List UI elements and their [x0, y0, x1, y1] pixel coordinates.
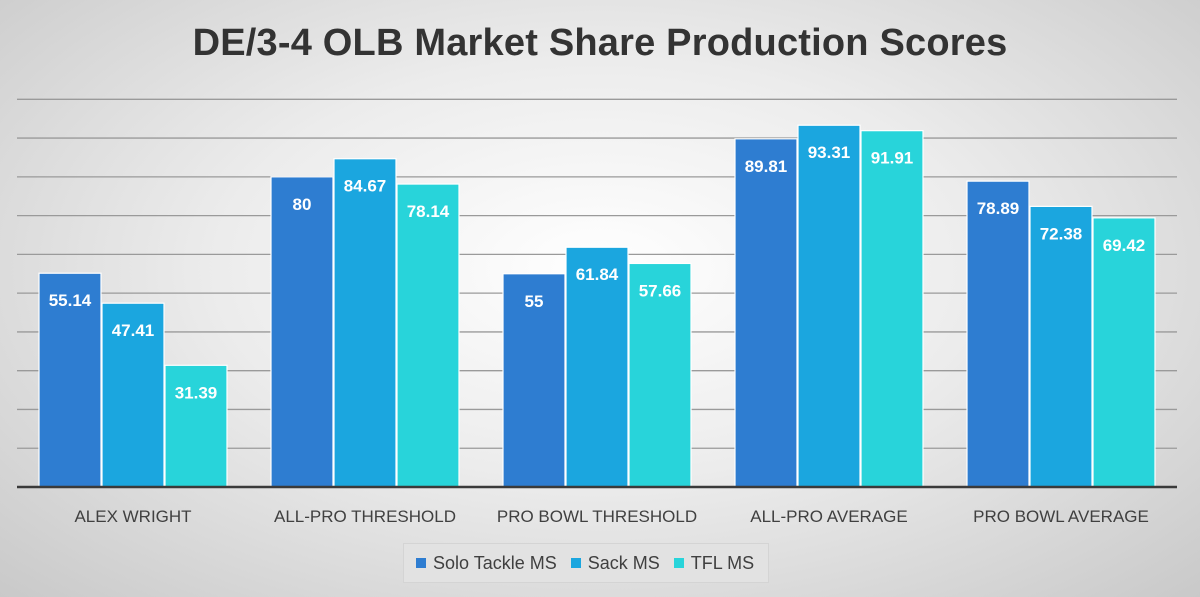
data-label: 72.38 — [1040, 224, 1083, 243]
data-label: 57.66 — [639, 281, 682, 300]
category-label: ALEX WRIGHT — [74, 507, 191, 526]
data-label: 78.14 — [407, 202, 450, 221]
data-label: 93.31 — [808, 143, 851, 162]
data-label: 47.41 — [112, 321, 155, 340]
category-label: PRO BOWL THRESHOLD — [497, 507, 697, 526]
data-label: 78.89 — [977, 199, 1020, 218]
bar — [271, 177, 333, 487]
bar — [861, 131, 923, 487]
legend: Solo Tackle MS Sack MS TFL MS — [403, 543, 769, 583]
data-label: 69.42 — [1103, 236, 1146, 255]
data-label: 55.14 — [49, 291, 92, 310]
legend-label: Solo Tackle MS — [433, 553, 557, 574]
legend-swatch — [416, 558, 426, 568]
category-label: ALL-PRO THRESHOLD — [274, 507, 456, 526]
bar-group: 78.89 72.38 69.42 — [967, 181, 1155, 487]
bar — [1030, 206, 1092, 487]
data-label: 31.39 — [175, 383, 218, 402]
legend-swatch — [571, 558, 581, 568]
bar — [397, 184, 459, 487]
legend-label: TFL MS — [691, 553, 754, 574]
category-label: ALL-PRO AVERAGE — [750, 507, 907, 526]
bar-group: 89.81 93.31 91.91 — [735, 125, 923, 487]
category-label: PRO BOWL AVERAGE — [973, 507, 1149, 526]
bar-group: 80 84.67 78.14 — [271, 159, 459, 487]
bar — [967, 181, 1029, 487]
legend-item: TFL MS — [674, 553, 754, 574]
data-label: 89.81 — [745, 157, 788, 176]
data-label: 61.84 — [576, 265, 619, 284]
bar — [735, 139, 797, 487]
bar — [798, 125, 860, 487]
legend-item: Solo Tackle MS — [416, 553, 557, 574]
legend-swatch — [674, 558, 684, 568]
bar-group: 55.14 47.41 31.39 — [39, 273, 227, 487]
legend-item: Sack MS — [571, 553, 660, 574]
bar — [334, 159, 396, 487]
data-label: 84.67 — [344, 177, 387, 196]
bar — [1093, 218, 1155, 487]
data-label: 80 — [293, 195, 312, 214]
data-label: 91.91 — [871, 149, 914, 168]
bar-group: 55 61.84 57.66 — [503, 247, 691, 487]
data-label: 55 — [525, 292, 544, 311]
legend-label: Sack MS — [588, 553, 660, 574]
